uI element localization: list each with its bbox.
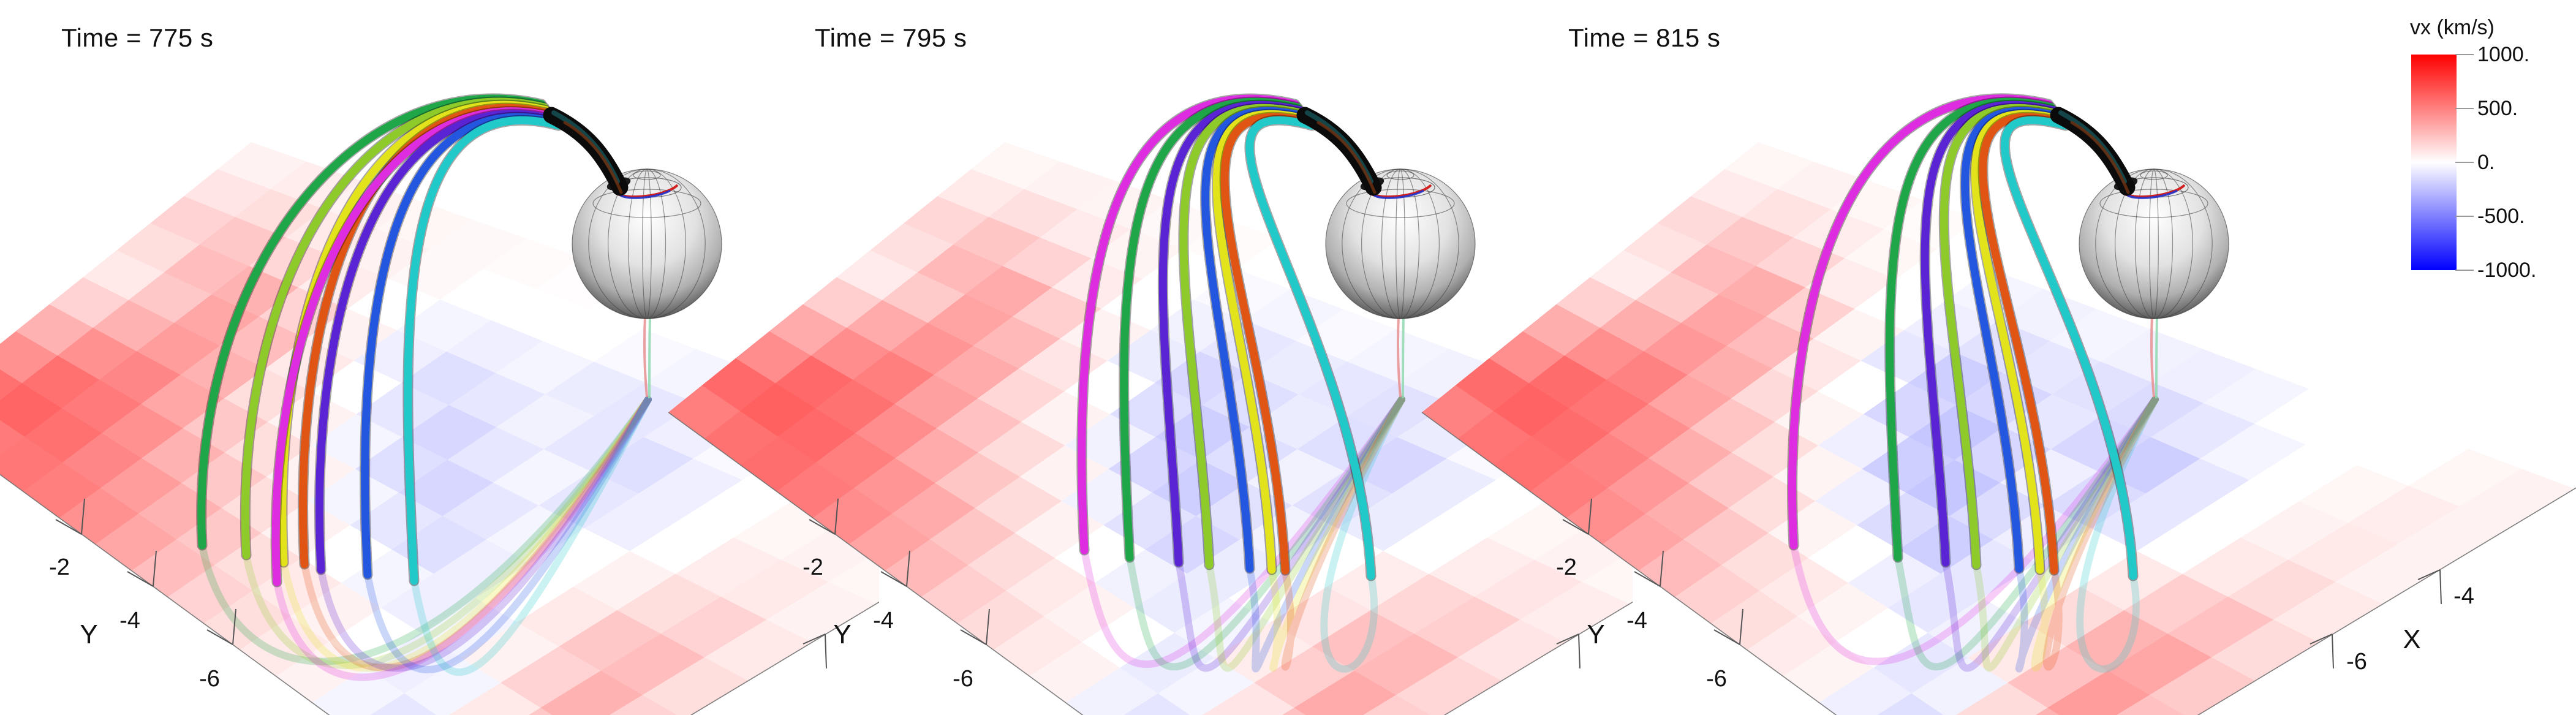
- plane-edge: [1421, 412, 2576, 715]
- plane-edge: [668, 412, 1633, 715]
- field-line-indigo: [1921, 100, 2058, 567]
- time-label-panel-1: Time = 775 s: [61, 23, 214, 52]
- field-line-bundle: [2050, 107, 2136, 196]
- field-line-yellow: [1212, 110, 1312, 574]
- field-lines-above-plane: [196, 93, 564, 588]
- x-tick-label: -4: [2453, 583, 2474, 609]
- colorbar-tick: [2455, 54, 2474, 55]
- colorbar-tick: [2455, 108, 2474, 109]
- y-tick-label: -6: [1706, 666, 1727, 692]
- time-label-panel-2: Time = 795 s: [815, 23, 967, 52]
- y-axis-label: Y: [1587, 619, 1604, 649]
- field-line-cyan: [2001, 116, 2137, 580]
- sphere-leg-red: [643, 316, 648, 398]
- colorbar-title: vx (km/s): [2410, 16, 2495, 39]
- field-line-green: [197, 94, 546, 550]
- panel-775: -2 -4 -6 Y: [0, 93, 879, 715]
- cap-ring-blue: [2126, 189, 2178, 199]
- colorbar-label-0: 0.: [2477, 151, 2495, 174]
- field-line-green: [1886, 97, 2055, 562]
- y-tick-label: -2: [803, 554, 823, 580]
- field-line-magenta: [1788, 94, 2053, 550]
- field-line-yellow: [1971, 110, 2065, 574]
- colorbar-label-m500: -500.: [2477, 205, 2525, 228]
- colorbar-tick: [2455, 270, 2474, 271]
- y-tick-label: -4: [1626, 608, 1647, 634]
- field-line-green: [1120, 97, 1302, 562]
- colorbar-tick: [2455, 162, 2474, 163]
- field-line-orange: [299, 104, 553, 569]
- y-tick-label: -4: [873, 608, 894, 634]
- sphere-leg-green: [648, 316, 651, 399]
- time-label-panel-3: Time = 815 s: [1568, 23, 1721, 52]
- axes: -2 -4 -6 Y -4 -6 X: [1556, 498, 2474, 692]
- cap-ring-blue: [1372, 189, 1424, 199]
- y-tick-label: -6: [953, 666, 973, 692]
- axes: -2 -4 -6 Y: [803, 498, 1581, 692]
- y-axis-label: Y: [80, 619, 97, 649]
- field-line-cyan: [1245, 116, 1375, 580]
- field-line-orange: [1220, 113, 1314, 575]
- sphere-leg-red: [2150, 316, 2155, 398]
- panel-795: -2 -4 -6 Y: [668, 93, 1633, 715]
- field-line-light-green: [1179, 104, 1307, 569]
- field-line-orange: [1979, 113, 2068, 575]
- y-tick-label: -4: [119, 608, 140, 634]
- field-line-magenta: [1078, 94, 1299, 554]
- star-sphere: [572, 168, 722, 319]
- field-lines-below-plane: [1081, 396, 1405, 673]
- field-line-indigo: [1158, 100, 1304, 567]
- colorbar-gradient: [2411, 55, 2457, 270]
- vx-slice-plane: [1422, 142, 2576, 715]
- star-sphere: [1325, 168, 1476, 319]
- field-line-bundle: [1296, 107, 1382, 196]
- field-line-bundle: [543, 107, 629, 196]
- field-line-light-green: [1940, 104, 2060, 569]
- colorbar-tick: [2455, 216, 2474, 217]
- y-tick-label: -2: [1556, 554, 1577, 580]
- field-line-cyan: [404, 116, 563, 585]
- field-lines-above-plane: [1076, 93, 1377, 581]
- colorbar-label-m1000: -1000.: [2477, 259, 2537, 282]
- y-tick-label: -6: [199, 666, 220, 692]
- sphere-leg-green: [2155, 316, 2158, 399]
- y-axis-label: Y: [833, 619, 851, 649]
- colorbar-label-500: 500.: [2477, 97, 2518, 120]
- sphere-leg-red: [1397, 316, 1402, 398]
- plane-edge: [0, 474, 879, 715]
- field-line-blue: [1961, 107, 2063, 573]
- panel-815: -2 -4 -6 Y -4 -6 X: [1421, 93, 2576, 715]
- field-lines-above-plane: [1787, 93, 2139, 581]
- axes: -2 -4 -6 Y: [49, 498, 827, 692]
- field-line-blue: [361, 113, 561, 579]
- colorbar-label-1000: 1000.: [2477, 43, 2530, 66]
- x-axis-label: X: [2403, 624, 2420, 654]
- field-line-light-green: [241, 97, 548, 559]
- field-line-blue: [1201, 107, 1309, 573]
- x-tick-label: -6: [2346, 649, 2367, 675]
- y-tick-label: -2: [49, 554, 70, 580]
- cap-ring-blue: [619, 189, 671, 199]
- field-lines-below-plane: [198, 396, 652, 681]
- field-line-indigo: [315, 110, 558, 574]
- star-sphere: [2079, 168, 2229, 319]
